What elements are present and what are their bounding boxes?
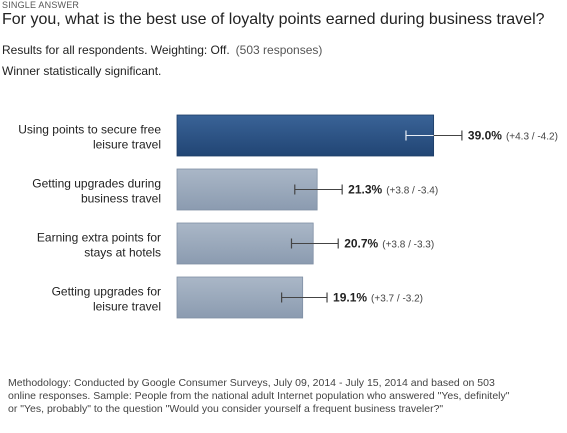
- significance-note: Winner statistically significant.: [2, 64, 162, 78]
- category-label-line: stays at hotels: [84, 246, 161, 260]
- category-label-line: leisure travel: [93, 300, 161, 314]
- error-margin-label: (+3.7 / -3.2): [371, 294, 423, 305]
- bar: [176, 168, 318, 211]
- results-info: Results for all respondents. Weighting: …: [2, 43, 322, 57]
- category-label-line: Earning extra points for: [37, 231, 161, 245]
- category-label: Using points to secure free leisure trave…: [18, 123, 161, 152]
- value-percent: 21.3%: [348, 183, 382, 197]
- results-text: Results for all respondents. Weighting: …: [2, 43, 230, 57]
- category-label: Earning extra points for stays at hotels: [37, 231, 161, 260]
- results-bar-chart: Using points to secure free leisure trave…: [18, 114, 558, 319]
- responses-count: (503 responses): [235, 43, 323, 57]
- question-type-label: SINGLE ANSWER: [2, 0, 80, 10]
- category-label-line: Getting upgrades for: [52, 285, 161, 299]
- bar: [176, 222, 314, 265]
- category-label: Getting upgrades during business travel: [32, 177, 161, 206]
- value-percent: 20.7%: [344, 237, 378, 251]
- bar: [176, 114, 435, 157]
- category-label: Getting upgrades for leisure travel: [52, 285, 161, 314]
- category-label-line: Using points to secure free: [18, 123, 161, 137]
- error-margin-label: (+4.3 / -4.2): [506, 132, 558, 143]
- category-label-line: Getting upgrades during: [32, 177, 161, 191]
- category-label-line: business travel: [81, 192, 161, 206]
- value-label: 21.3% (+3.8 / -3.4): [348, 183, 438, 197]
- value-percent: 19.1%: [333, 291, 367, 305]
- error-margin-label: (+3.8 / -3.3): [382, 240, 434, 251]
- category-label-line: leisure travel: [93, 138, 161, 152]
- error-margin-label: (+3.8 / -3.4): [386, 186, 438, 197]
- value-percent: 39.0%: [468, 129, 502, 143]
- methodology-note: Methodology: Conducted by Google Consume…: [8, 377, 510, 415]
- value-label: 20.7% (+3.8 / -3.3): [344, 237, 434, 251]
- question-title: For you, what is the best use of loyalty…: [2, 11, 545, 28]
- value-label: 19.1% (+3.7 / -3.2): [333, 291, 423, 305]
- value-label: 39.0% (+4.3 / -4.2): [468, 129, 558, 143]
